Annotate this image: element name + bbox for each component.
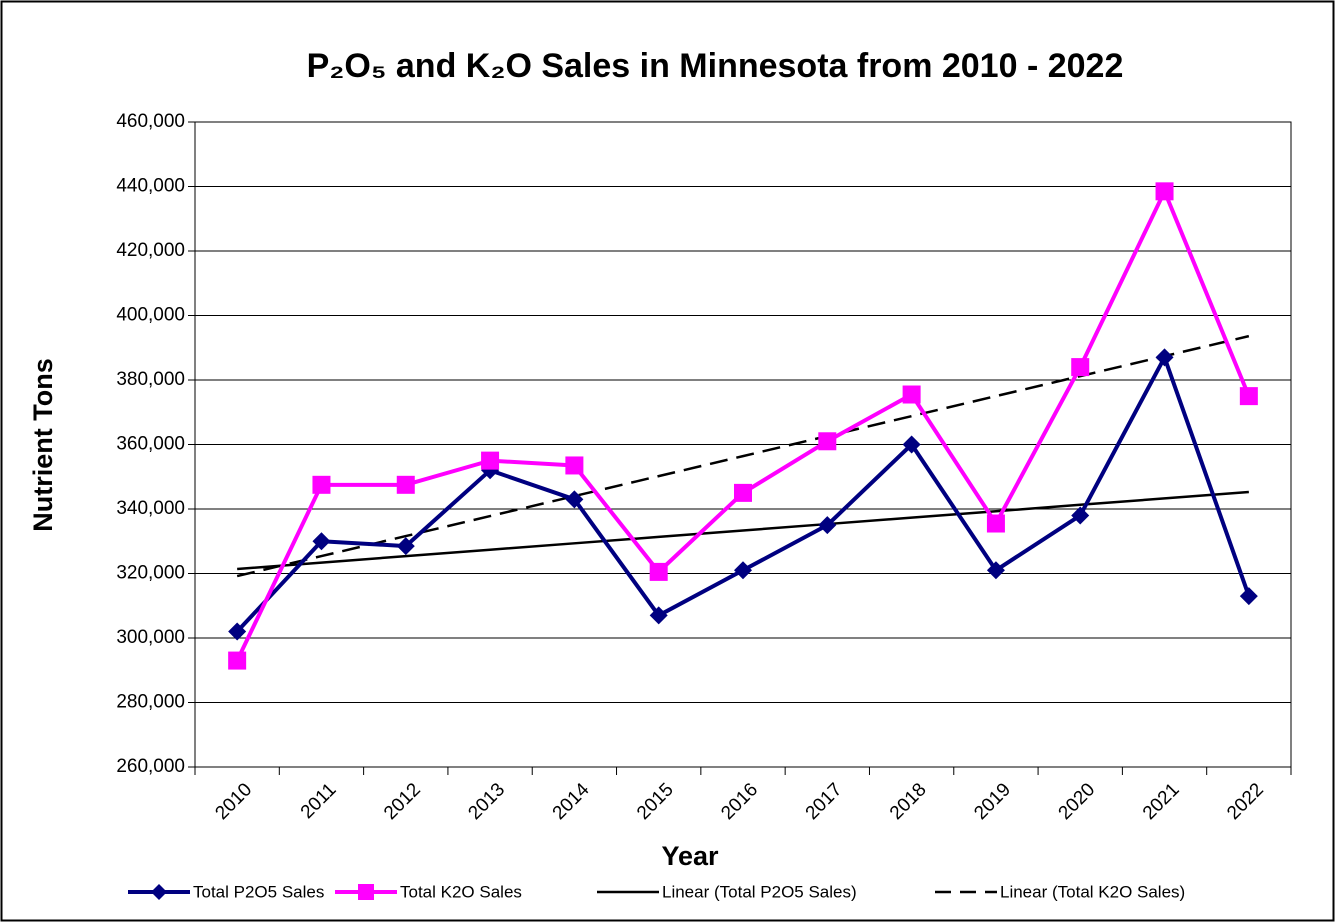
data-point [1155, 182, 1174, 201]
chart-title: P₂O₅ and K₂O Sales in Minnesota from 201… [307, 47, 1124, 85]
y-tick-label: 280,000 [116, 692, 185, 713]
data-point [649, 606, 668, 625]
data-point [649, 562, 668, 581]
y-tick-label: 380,000 [116, 369, 185, 390]
data-point [565, 490, 584, 509]
data-point [818, 516, 837, 535]
legend-label: Total K2O Sales [400, 882, 522, 901]
y-tick-label: 300,000 [116, 627, 185, 648]
data-point [565, 456, 584, 475]
data-point [1071, 506, 1090, 525]
y-tick-label: 360,000 [116, 434, 185, 455]
data-point [734, 483, 752, 502]
legend-label: Linear (Total K2O Sales) [1000, 882, 1185, 901]
plot-area [194, 121, 1292, 768]
trend-line [236, 334, 1250, 578]
data-point [1071, 358, 1090, 377]
data-point [1239, 387, 1258, 406]
legend-marker [358, 884, 374, 900]
data-point [986, 514, 1005, 533]
legend-marker [151, 884, 167, 900]
data-point [228, 622, 247, 641]
x-axis-label: Year [661, 841, 719, 871]
y-tick-label: 260,000 [116, 756, 185, 777]
data-point [312, 532, 331, 551]
data-point [902, 435, 921, 454]
y-tick-label: 440,000 [116, 176, 185, 197]
data-point [818, 432, 837, 451]
data-point [228, 651, 247, 670]
data-point [734, 561, 752, 580]
data-point [312, 475, 331, 494]
trend-line [237, 490, 1249, 571]
y-tick-label: 460,000 [116, 111, 185, 132]
legend-label: Linear (Total P2O5 Sales) [662, 882, 857, 901]
y-tick-label: 340,000 [116, 498, 185, 519]
data-point [396, 475, 415, 494]
y-axis-label: Nutrient Tons [28, 358, 58, 531]
data-point [902, 385, 921, 404]
data-point [1155, 348, 1174, 367]
data-point [986, 561, 1005, 580]
legend-label: Total P2O5 Sales [193, 882, 324, 901]
y-tick-label: 400,000 [116, 305, 185, 326]
y-tick-label: 420,000 [116, 240, 185, 261]
data-point [396, 537, 415, 556]
data-point [481, 451, 500, 470]
y-tick-label: 320,000 [116, 563, 185, 584]
data-point [1239, 587, 1258, 606]
